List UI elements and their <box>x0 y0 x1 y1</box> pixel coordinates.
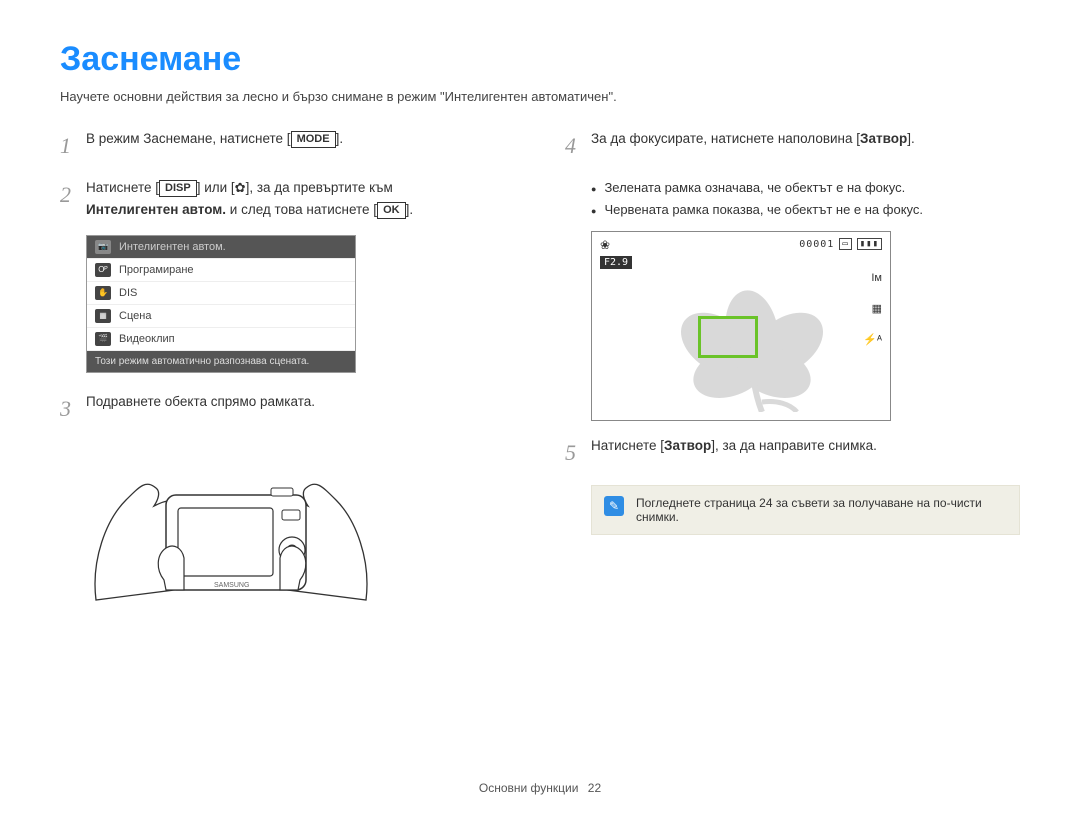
ok-button-label: OK <box>377 202 406 218</box>
left-column: 1 В режим Заснемане, натиснете [MODE]. 2… <box>60 128 515 610</box>
tip-note: ✎ Погледнете страница 24 за съвети за по… <box>591 485 1020 535</box>
step-number: 3 <box>60 391 86 426</box>
step-number: 1 <box>60 128 86 163</box>
footer-section: Основни функции <box>479 781 579 795</box>
hand-icon: ✋ <box>95 286 111 300</box>
lcd-counter-value: 00001 <box>799 239 834 250</box>
footer-page-number: 22 <box>588 781 601 795</box>
step2-l2c: ]. <box>406 202 414 217</box>
menu-item-label: DIS <box>119 287 137 299</box>
step3-text: Подравнете обекта спрямо рамката. <box>86 391 515 426</box>
step2-l2b: и след това натиснете [ <box>226 202 377 217</box>
menu-item-video: 🎬 Видеоклип <box>87 328 355 351</box>
focus-frame <box>698 316 758 358</box>
lcd-size-icon: Iм <box>871 272 882 284</box>
menu-footer: Този режим автоматично разпознава сценат… <box>87 351 355 372</box>
page-subtitle: Научете основни действия за лесно и бърз… <box>60 89 1020 104</box>
step2-l1b: ] или [ <box>197 180 235 195</box>
shutter-label: Затвор <box>860 131 907 146</box>
lcd-fvalue: F2.9 <box>600 256 632 269</box>
menu-item-label: Видеоклип <box>119 333 175 345</box>
menu-item-program: Oᴾ Програмиране <box>87 259 355 282</box>
scene-icon: ▦ <box>95 309 111 323</box>
lcd-quality-icon: ▦ <box>872 302 882 315</box>
note-icon: ✎ <box>604 496 624 516</box>
step4-text-a: За да фокусирате, натиснете наполовина [ <box>591 131 860 146</box>
menu-item-scene: ▦ Сцена <box>87 305 355 328</box>
mode-button-label: MODE <box>291 131 336 147</box>
camera-icon: 📷 <box>95 240 111 254</box>
video-icon: 🎬 <box>95 332 111 346</box>
battery-icon: ▮▮▮ <box>857 238 882 250</box>
program-icon: Oᴾ <box>95 263 111 277</box>
step-3: 3 Подравнете обекта спрямо рамката. <box>60 391 515 426</box>
step-5: 5 Натиснете [Затвор], за да направите сн… <box>565 435 1020 470</box>
step-1: 1 В режим Заснемане, натиснете [MODE]. <box>60 128 515 163</box>
menu-item-label: Сцена <box>119 310 151 322</box>
lcd-macro-icon: ❀ <box>600 238 610 252</box>
disp-button-label: DISP <box>159 180 197 196</box>
lcd-preview: ❀ 00001 ▭ ▮▮▮ F2.9 Iм ▦ ⚡ᴬ <box>591 231 891 421</box>
hands-holding-camera-illustration: SAMSUNG <box>86 440 376 610</box>
lcd-flash-icon: ⚡ᴬ <box>863 333 882 346</box>
right-column: 4 За да фокусирате, натиснете наполовина… <box>565 128 1020 610</box>
bullet-green: Зелената рамка означава, че обектът е на… <box>604 177 905 199</box>
camera-menu: 📷 Интелигентен автом. Oᴾ Програмиране ✋ … <box>86 235 356 373</box>
step-2: 2 Натиснете [DISP] или [✿], за да превър… <box>60 177 515 220</box>
step2-l1c: ], за да превъртите към <box>246 180 393 195</box>
bullet-red: Червената рамка показва, че обектът не е… <box>604 199 923 221</box>
menu-item-smart-auto: 📷 Интелигентен автом. <box>87 236 355 259</box>
step-number: 2 <box>60 177 86 220</box>
step2-bold: Интелигентен автом. <box>86 202 226 217</box>
shutter-label: Затвор <box>664 438 711 453</box>
step5-text-a: Натиснете [ <box>591 438 664 453</box>
step5-text-b: ], за да направите снимка. <box>711 438 877 453</box>
step1-text-pre: В режим Заснемане, натиснете [ <box>86 131 291 146</box>
step-4: 4 За да фокусирате, натиснете наполовина… <box>565 128 1020 163</box>
step-number: 5 <box>565 435 591 470</box>
note-text: Погледнете страница 24 за съвети за полу… <box>636 496 1007 524</box>
step1-text-post: ]. <box>336 131 344 146</box>
menu-item-label: Интелигентен автом. <box>119 241 226 253</box>
card-icon: ▭ <box>839 238 851 250</box>
step-number: 4 <box>565 128 591 163</box>
menu-item-label: Програмиране <box>119 264 194 276</box>
svg-text:SAMSUNG: SAMSUNG <box>214 582 249 589</box>
macro-icon: ✿ <box>235 178 246 199</box>
lcd-top-right: 00001 ▭ ▮▮▮ <box>799 238 882 250</box>
step2-l1a: Натиснете [ <box>86 180 159 195</box>
page-footer: Основни функции 22 <box>0 781 1080 795</box>
focus-bullets: Зелената рамка означава, че обектът е на… <box>591 177 1020 221</box>
page-title: Заснемане <box>60 40 1020 79</box>
menu-item-dis: ✋ DIS <box>87 282 355 305</box>
step4-text-b: ]. <box>907 131 915 146</box>
